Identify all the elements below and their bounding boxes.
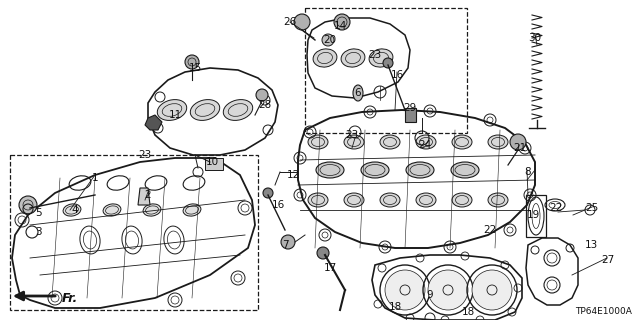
Bar	[10, 155, 258, 310]
Circle shape	[256, 89, 268, 101]
Circle shape	[428, 270, 468, 310]
Ellipse shape	[488, 193, 508, 207]
Ellipse shape	[183, 204, 201, 216]
Ellipse shape	[406, 162, 434, 178]
Bar	[205, 158, 223, 170]
Ellipse shape	[308, 193, 328, 207]
Polygon shape	[145, 115, 162, 130]
Polygon shape	[138, 188, 150, 205]
Text: 7: 7	[282, 240, 288, 250]
Text: 12: 12	[286, 170, 300, 180]
Text: 27: 27	[602, 255, 614, 265]
Ellipse shape	[63, 204, 81, 216]
Text: 22: 22	[483, 225, 497, 235]
Text: 3: 3	[35, 227, 42, 237]
Text: 2: 2	[145, 190, 151, 200]
Text: 20: 20	[323, 35, 337, 45]
Ellipse shape	[488, 135, 508, 149]
Ellipse shape	[157, 100, 187, 120]
Text: 9: 9	[427, 290, 433, 300]
Text: 23: 23	[369, 50, 381, 60]
Text: Fr.: Fr.	[62, 292, 78, 305]
Circle shape	[185, 55, 199, 69]
Circle shape	[385, 270, 425, 310]
Ellipse shape	[341, 49, 365, 67]
Ellipse shape	[344, 135, 364, 149]
Circle shape	[472, 270, 512, 310]
Text: 17: 17	[323, 263, 337, 273]
Text: 29: 29	[403, 103, 417, 113]
Text: 5: 5	[35, 208, 42, 218]
Text: 18: 18	[388, 302, 402, 312]
Text: 30: 30	[529, 33, 541, 43]
Text: 1: 1	[92, 173, 99, 183]
Text: 28: 28	[259, 100, 271, 110]
Text: 10: 10	[205, 157, 219, 167]
Text: 23: 23	[138, 150, 152, 160]
Text: 22: 22	[549, 203, 563, 213]
Ellipse shape	[416, 193, 436, 207]
Text: 8: 8	[525, 167, 531, 177]
Bar	[526, 195, 546, 237]
Circle shape	[294, 14, 310, 30]
Circle shape	[510, 134, 526, 150]
Text: 18: 18	[461, 307, 475, 317]
Text: 26: 26	[284, 17, 296, 27]
Ellipse shape	[223, 100, 253, 120]
Text: 4: 4	[72, 205, 78, 215]
Text: 19: 19	[526, 210, 540, 220]
Ellipse shape	[103, 204, 121, 216]
Text: 11: 11	[168, 110, 182, 120]
Text: 14: 14	[333, 21, 347, 31]
Text: 16: 16	[271, 200, 285, 210]
Ellipse shape	[369, 49, 393, 67]
Text: 25: 25	[586, 203, 598, 213]
Ellipse shape	[316, 162, 344, 178]
Text: 21: 21	[513, 143, 527, 153]
Ellipse shape	[361, 162, 389, 178]
Circle shape	[317, 247, 329, 259]
Circle shape	[383, 58, 393, 68]
Circle shape	[281, 235, 295, 249]
Text: 24: 24	[419, 140, 431, 150]
Ellipse shape	[451, 162, 479, 178]
Text: TP64E1000A: TP64E1000A	[575, 308, 632, 316]
Ellipse shape	[416, 135, 436, 149]
Circle shape	[19, 196, 37, 214]
Text: 16: 16	[390, 70, 404, 80]
Ellipse shape	[190, 100, 220, 120]
Text: 23: 23	[346, 130, 358, 140]
Circle shape	[334, 14, 350, 30]
Ellipse shape	[452, 135, 472, 149]
Ellipse shape	[380, 193, 400, 207]
Bar	[305, 8, 467, 133]
Ellipse shape	[308, 135, 328, 149]
Text: 13: 13	[584, 240, 598, 250]
Ellipse shape	[344, 193, 364, 207]
Ellipse shape	[380, 135, 400, 149]
Ellipse shape	[452, 193, 472, 207]
Ellipse shape	[143, 204, 161, 216]
Polygon shape	[405, 108, 416, 122]
Text: 6: 6	[355, 88, 362, 98]
Circle shape	[263, 188, 273, 198]
Ellipse shape	[313, 49, 337, 67]
Ellipse shape	[353, 85, 363, 101]
Circle shape	[322, 34, 334, 46]
Text: 15: 15	[188, 63, 202, 73]
